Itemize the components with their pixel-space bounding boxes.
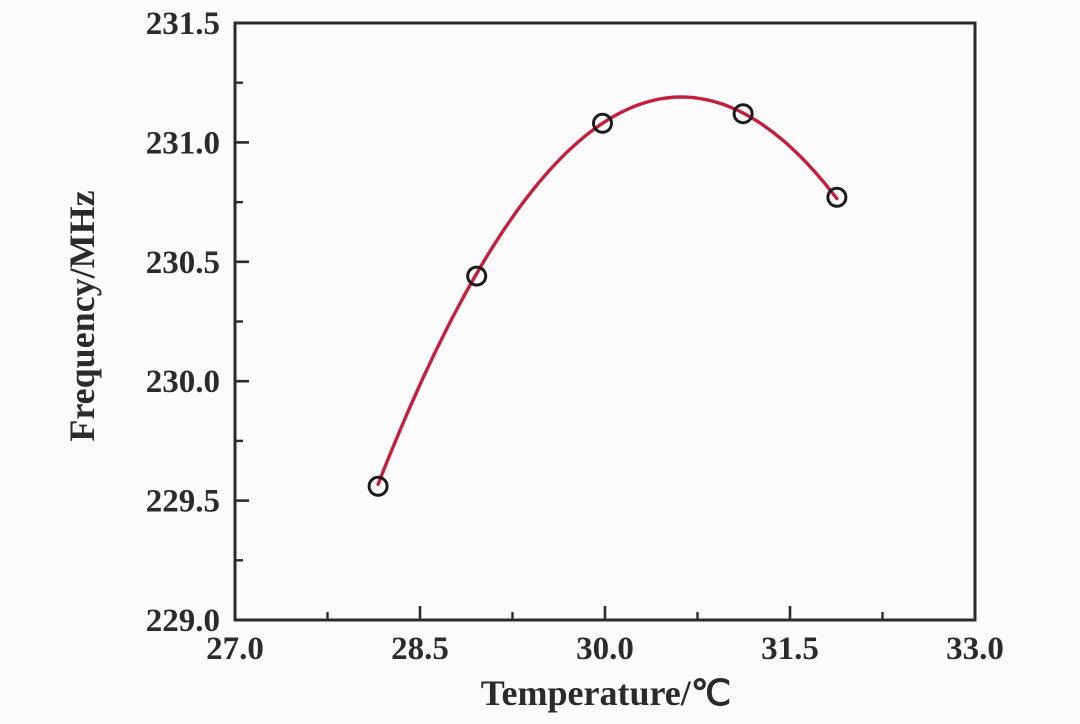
x-tick-label: 33.0 (946, 631, 1004, 667)
x-axis-title: Temperature/℃ (480, 673, 732, 713)
fit-curve (376, 95, 839, 486)
plot-frame (233, 21, 977, 622)
y-tick-label: 229.5 (146, 484, 220, 520)
data-point-marker (826, 186, 848, 208)
data-point-marker (732, 103, 754, 125)
data-point-marker (466, 265, 488, 287)
y-tick-label: 230.0 (146, 364, 220, 400)
data-point-marker (592, 112, 613, 134)
y-tick-label: 229.0 (146, 603, 220, 639)
y-axis-title: Frequency/MHz (62, 190, 102, 442)
x-tick-label: 31.5 (761, 631, 819, 667)
x-tick-label: 30.0 (576, 631, 634, 667)
y-tick-label: 231.5 (146, 6, 220, 42)
x-tick-label: 28.5 (391, 631, 449, 667)
y-tick-label: 231.0 (146, 125, 220, 161)
data-point-marker (367, 475, 389, 497)
x-tick-label: 27.0 (206, 631, 264, 667)
y-tick-label: 230.5 (146, 245, 220, 281)
